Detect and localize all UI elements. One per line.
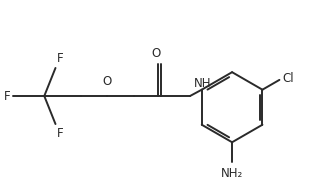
Text: F: F — [4, 89, 11, 103]
Text: NH: NH — [193, 77, 211, 90]
Text: F: F — [57, 127, 64, 140]
Text: O: O — [103, 75, 112, 88]
Text: F: F — [57, 52, 64, 65]
Text: Cl: Cl — [283, 72, 294, 85]
Text: NH₂: NH₂ — [221, 167, 243, 180]
Text: O: O — [152, 46, 161, 60]
